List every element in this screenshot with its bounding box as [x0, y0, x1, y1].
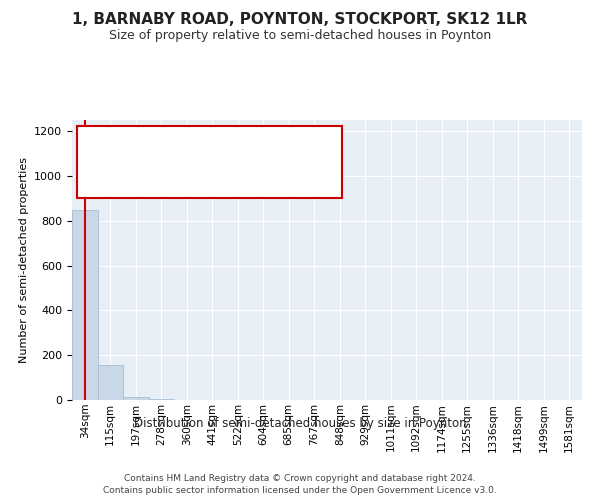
- Text: Contains HM Land Registry data © Crown copyright and database right 2024.: Contains HM Land Registry data © Crown c…: [124, 474, 476, 483]
- Bar: [149, 399, 174, 400]
- Text: 77% of semi-detached houses are larger (775) →: 77% of semi-detached houses are larger (…: [82, 179, 337, 189]
- Bar: [123, 396, 149, 400]
- Text: Size of property relative to semi-detached houses in Poynton: Size of property relative to semi-detach…: [109, 29, 491, 42]
- Text: Distribution of semi-detached houses by size in Poynton: Distribution of semi-detached houses by …: [134, 418, 466, 430]
- Text: ← 22% of semi-detached houses are smaller (220): ← 22% of semi-detached houses are smalle…: [79, 157, 341, 167]
- Bar: [97, 365, 123, 400]
- Text: 1 BARNABY ROAD: 75sqm: 1 BARNABY ROAD: 75sqm: [142, 135, 277, 145]
- Text: Contains public sector information licensed under the Open Government Licence v3: Contains public sector information licen…: [103, 486, 497, 495]
- Y-axis label: Number of semi-detached properties: Number of semi-detached properties: [19, 157, 29, 363]
- FancyBboxPatch shape: [77, 126, 342, 198]
- Bar: [72, 210, 97, 400]
- Text: 1, BARNABY ROAD, POYNTON, STOCKPORT, SK12 1LR: 1, BARNABY ROAD, POYNTON, STOCKPORT, SK1…: [73, 12, 527, 28]
